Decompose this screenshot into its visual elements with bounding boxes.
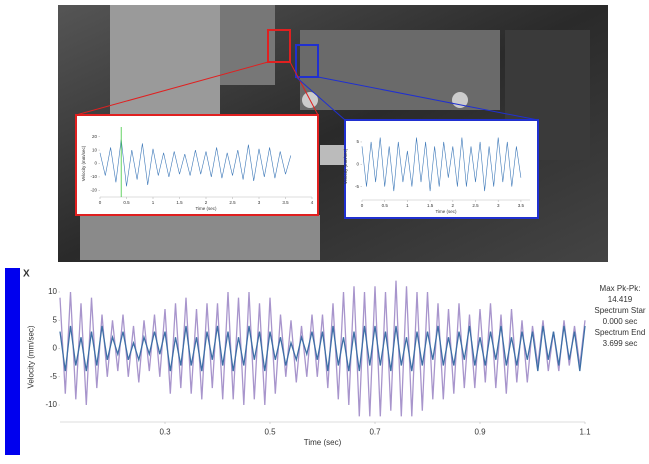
x-tick-label: 0.5 xyxy=(382,203,389,208)
info-text: Spectrum End xyxy=(595,328,646,337)
y-tick-label: -5 xyxy=(50,372,58,381)
x-tick-label: 1.1 xyxy=(579,428,591,437)
info-text: 3.699 sec xyxy=(603,339,638,348)
y-axis-label: Velocity (mm/sec) xyxy=(343,148,348,184)
x-tick-label: 3.5 xyxy=(518,203,525,208)
series-line xyxy=(60,281,585,417)
y-axis-label: Velocity (mm/sec) xyxy=(26,325,35,388)
y-tick-label: 0 xyxy=(53,344,58,353)
side-bar xyxy=(5,268,20,455)
x-tick-label: 0.9 xyxy=(474,428,486,437)
series-line xyxy=(60,326,585,371)
y-tick-label: 10 xyxy=(48,287,57,296)
y-tick-label: 10 xyxy=(92,147,98,152)
y-tick-label: -10 xyxy=(90,174,97,179)
x-tick-label: 0.5 xyxy=(264,428,276,437)
x-tick-label: 3.5 xyxy=(282,200,289,205)
x-tick-label: 0.7 xyxy=(369,428,381,437)
page: {"chart_data": [ {"type": "line", "panel… xyxy=(0,0,649,459)
y-tick-label: 5 xyxy=(53,315,58,324)
x-tick-label: 1.5 xyxy=(427,203,434,208)
panel-label: X xyxy=(23,269,30,280)
x-axis-label: Time (sec) xyxy=(435,209,457,214)
y-axis-label: Velocity (mm/sec) xyxy=(81,145,86,181)
info-text: Max Pk-Pk: xyxy=(600,284,641,293)
info-text: 14.419 xyxy=(608,295,633,304)
x-axis-label: Time (sec) xyxy=(195,206,217,211)
x-axis-label: Time (sec) xyxy=(304,438,342,447)
photo xyxy=(58,5,608,262)
x-tick-label: 0.3 xyxy=(159,428,171,437)
info-text: Spectrum Star xyxy=(594,306,645,315)
x-tick-label: 2.5 xyxy=(229,200,236,205)
info-text: 0.000 sec xyxy=(603,317,638,326)
screen: X 10 5 0 -5 -10 0.3 0.5 0.7 0.9 1.1 Time (sec) Velo… xyxy=(0,0,649,459)
y-tick-label: -20 xyxy=(90,187,97,192)
x-tick-label: 1.5 xyxy=(176,200,183,205)
y-tick-label: 20 xyxy=(92,134,98,139)
x-tick-label: 0.5 xyxy=(123,200,130,205)
x-tick-label: 2.5 xyxy=(472,203,479,208)
y-tick-label: -10 xyxy=(45,400,57,409)
y-tick-label: -5 xyxy=(355,184,359,189)
